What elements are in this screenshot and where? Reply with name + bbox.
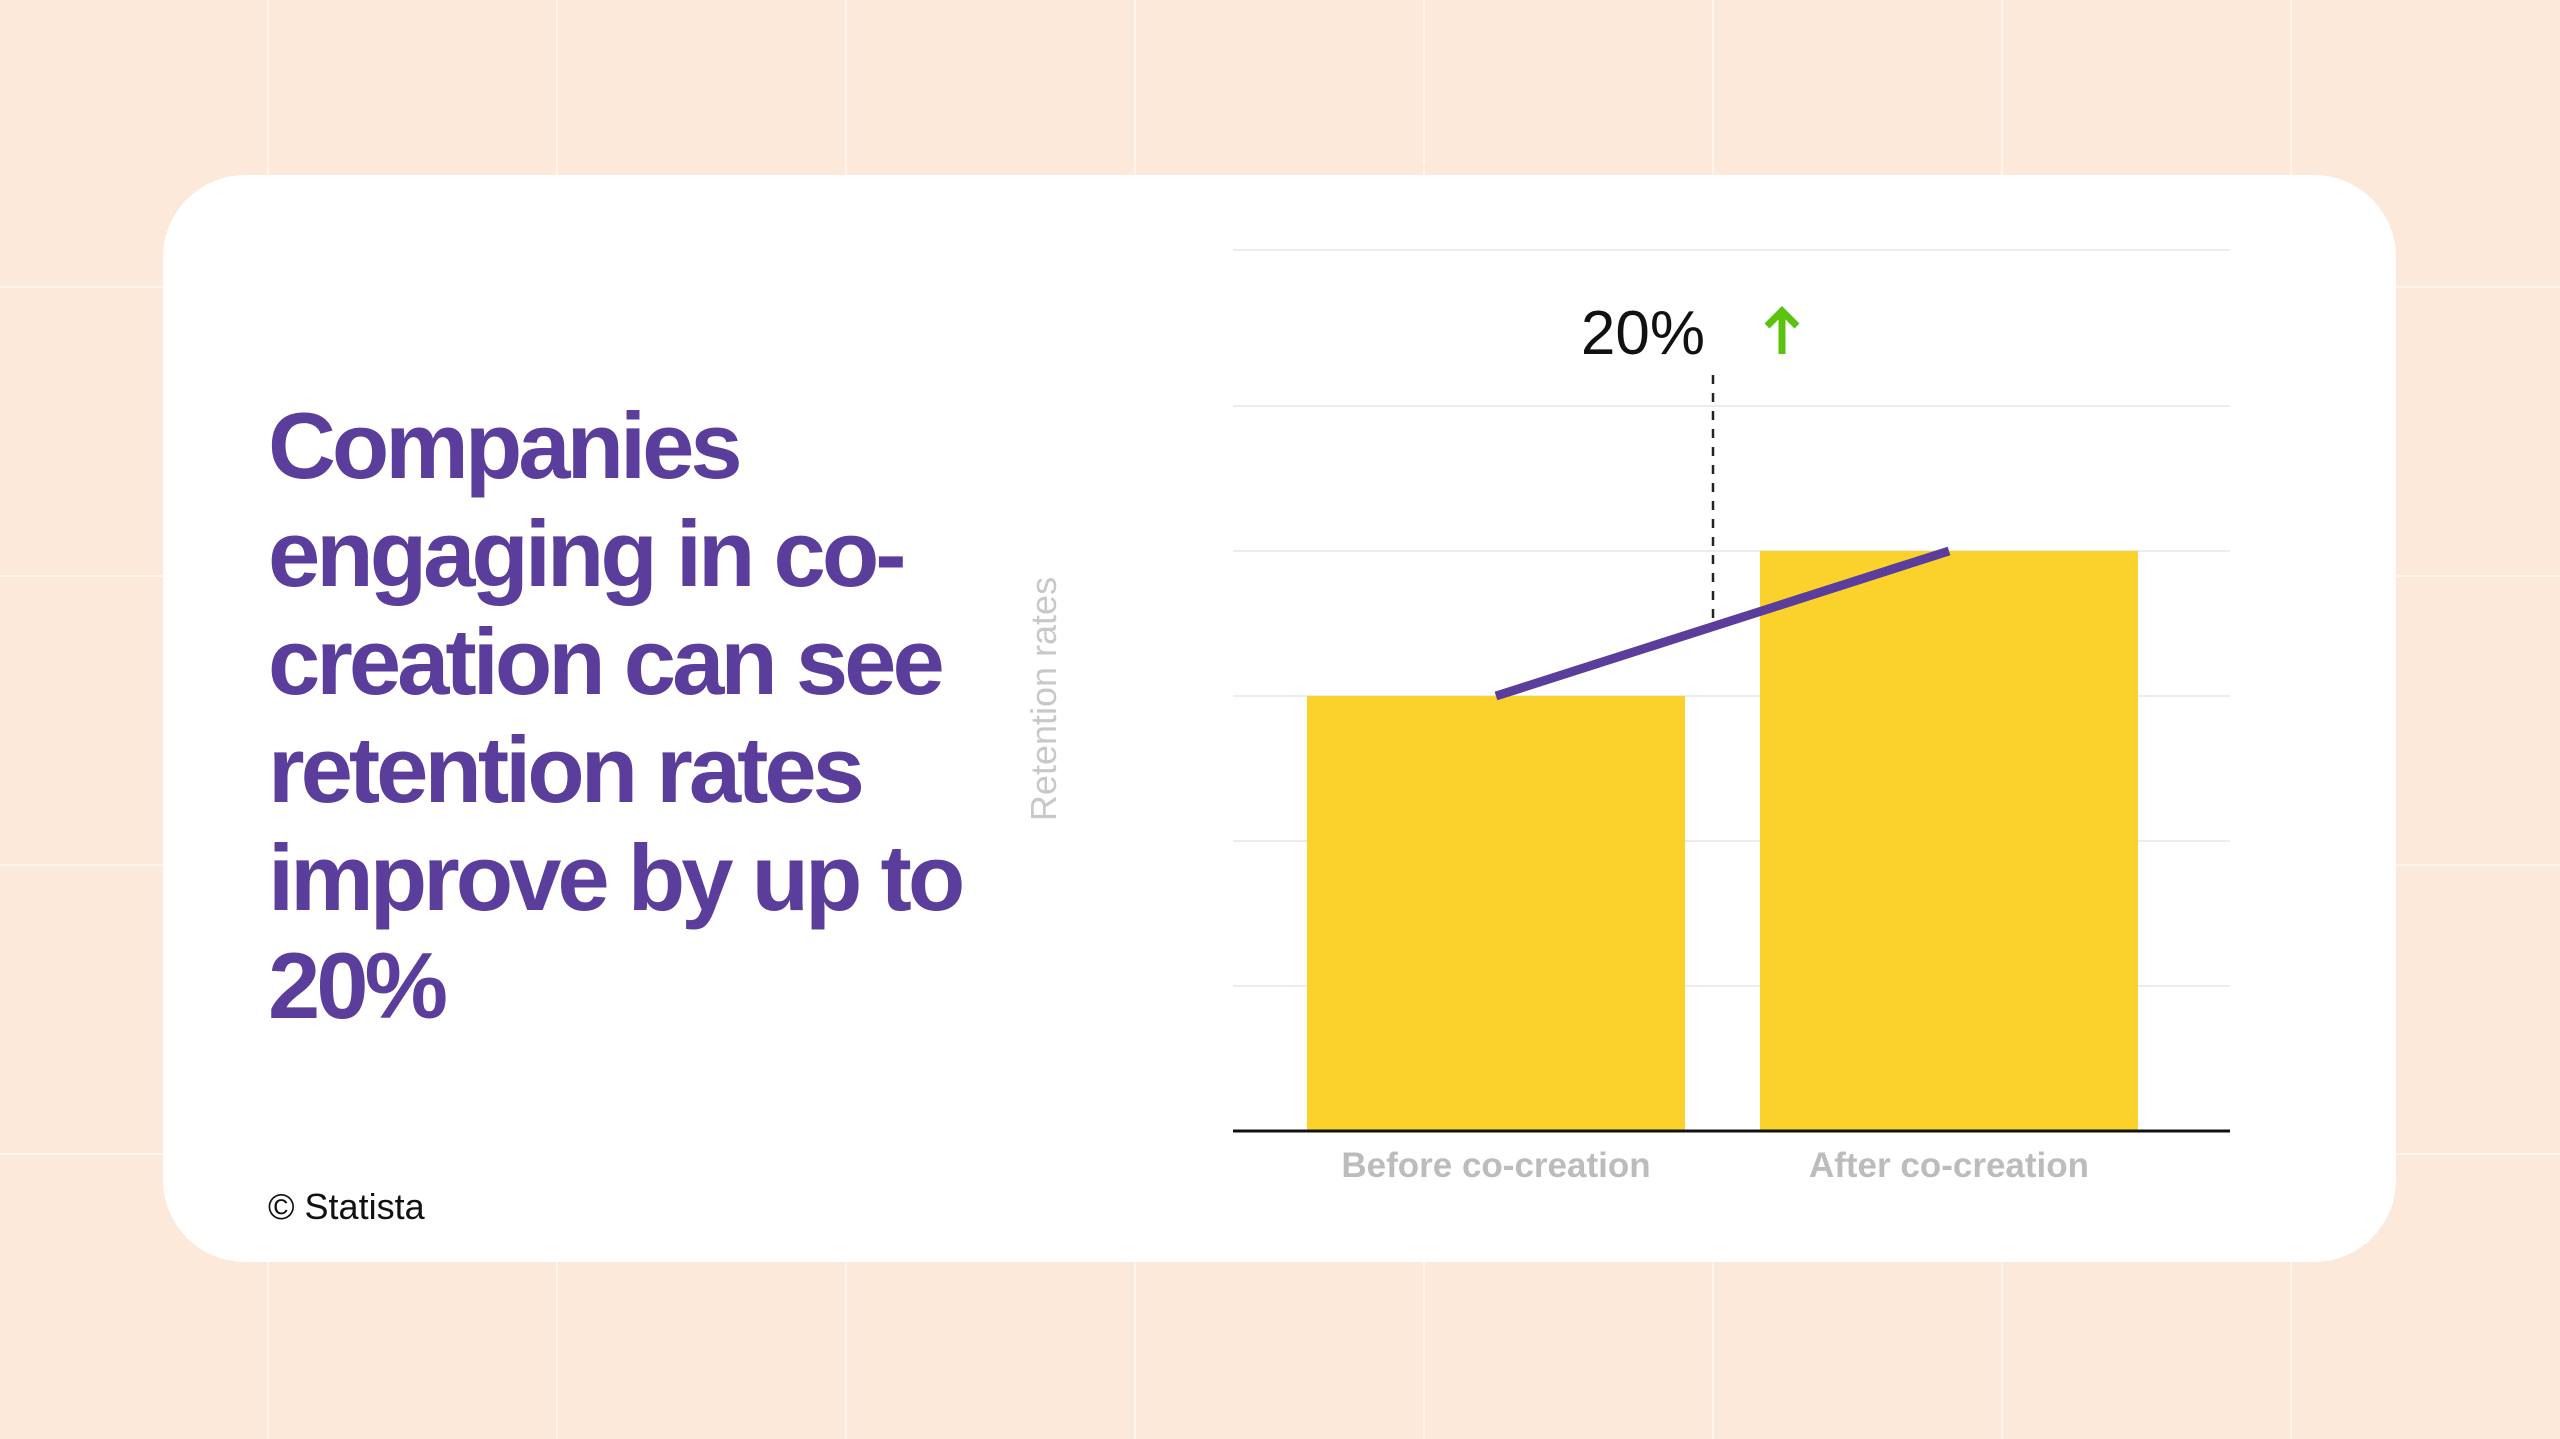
trend-line	[1494, 546, 1951, 701]
bar-2	[1760, 551, 2138, 1131]
y-axis-label: Retention rates	[1023, 577, 1064, 821]
arrow-up-icon	[1764, 306, 1800, 354]
x-tick-label: Before co-creation	[1341, 1146, 1650, 1185]
credit: © Statista	[268, 1186, 425, 1227]
bar-1	[1307, 696, 1685, 1131]
headline: Companies engaging in co-creation can se…	[268, 393, 965, 1038]
x-tick-label: After co-creation	[1809, 1146, 2089, 1185]
annotation-label: 20%	[1581, 299, 1705, 368]
